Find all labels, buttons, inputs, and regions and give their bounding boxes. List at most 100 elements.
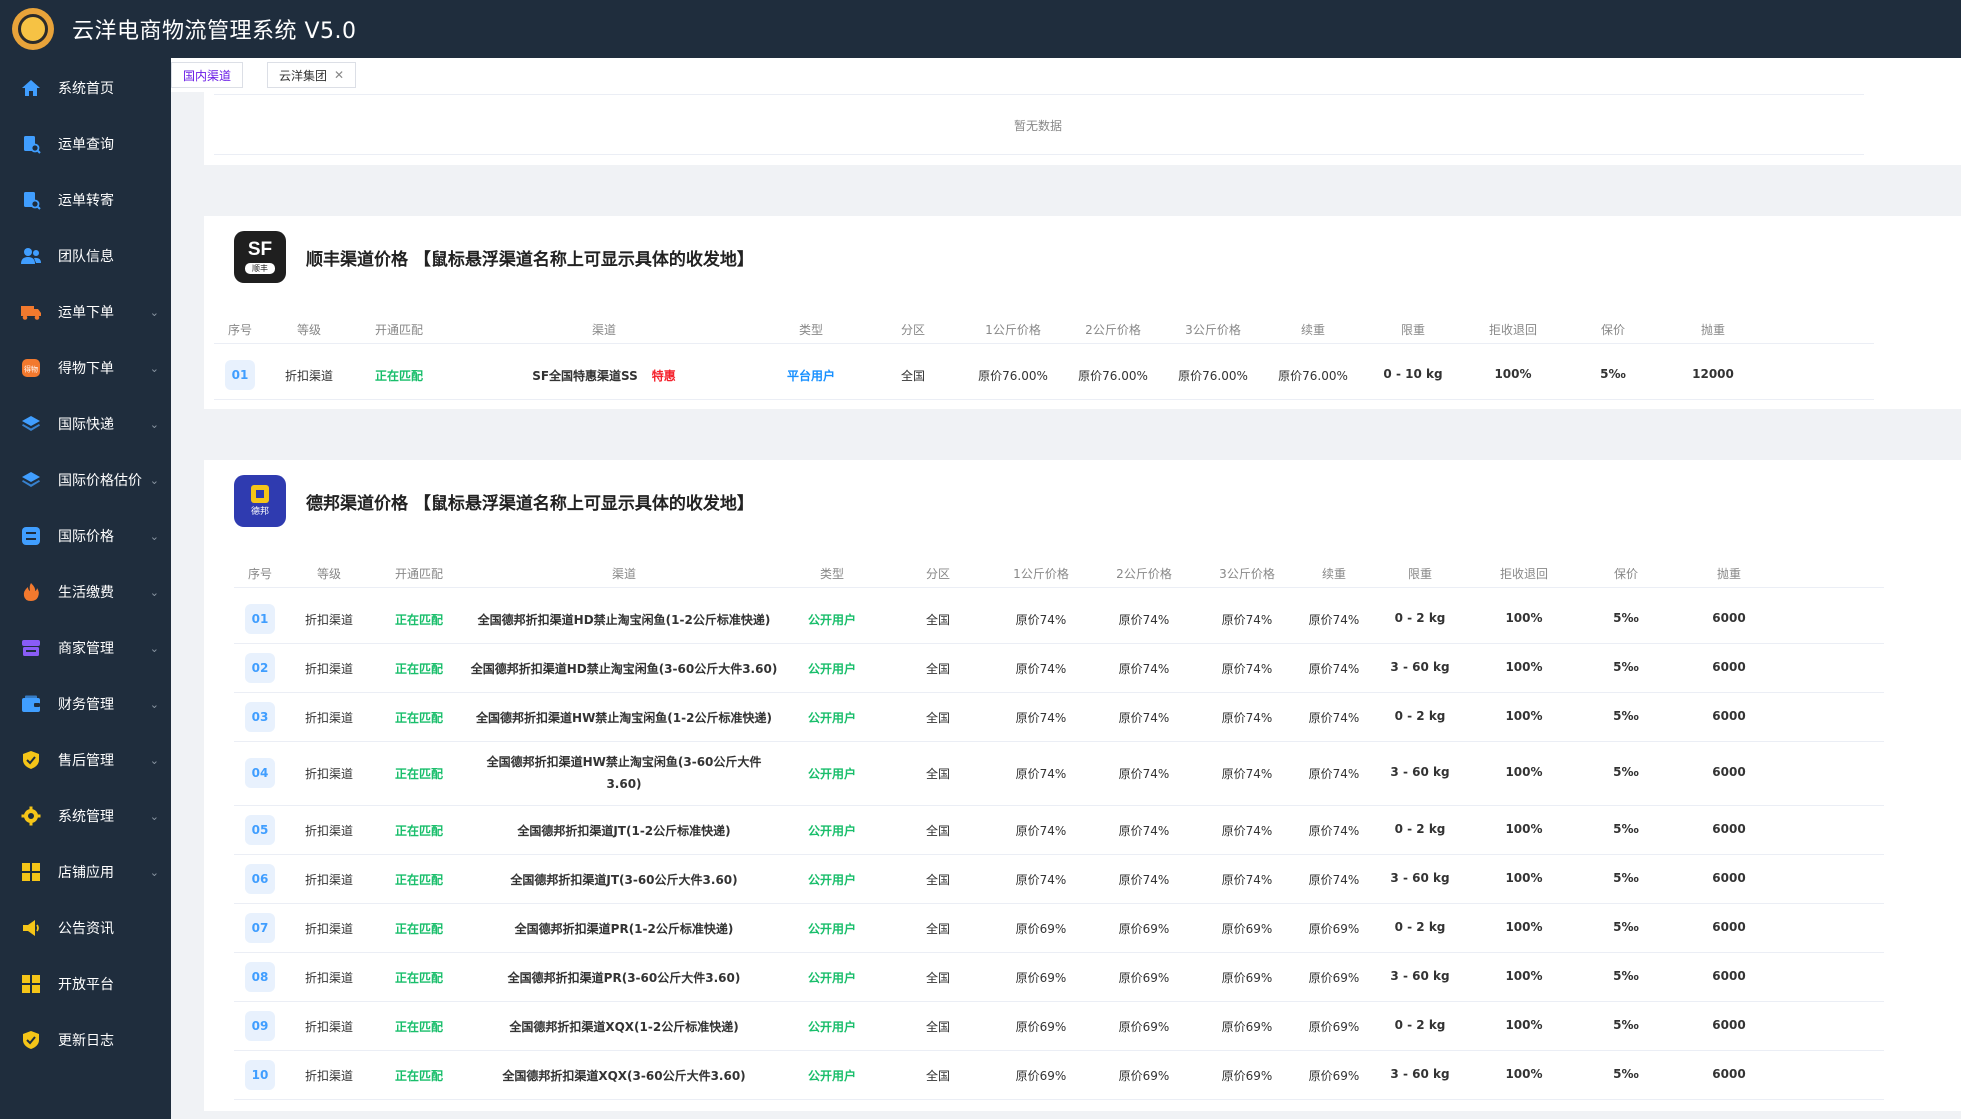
- table-cell: 原价74%: [1308, 613, 1360, 627]
- sidebar-item[interactable]: 国际价格估价 ⌄: [0, 452, 171, 508]
- column-header: 分区: [925, 567, 951, 581]
- tab-yunyang-group[interactable]: 云洋集团 ✕: [267, 62, 357, 88]
- sidebar-item-label: 团队信息: [58, 249, 114, 265]
- table-cell: 100%: [1494, 367, 1532, 381]
- table-cell: 折扣渠道: [304, 1068, 354, 1083]
- channel-name-link[interactable]: SF全国特惠渠道SS 特惠: [532, 367, 676, 384]
- column-header: 拒收退回: [1499, 567, 1549, 581]
- channel-name-link[interactable]: 全国德邦折扣渠道JT(1-2公斤标准快递): [517, 823, 731, 838]
- table-cell: 0 - 2 kg: [1394, 919, 1446, 934]
- table-cell: 公开用户: [807, 872, 857, 887]
- table-cell: 全国: [925, 613, 951, 627]
- sidebar-item[interactable]: 公告资讯: [0, 900, 171, 956]
- chevron-down-icon: ⌄: [149, 417, 159, 431]
- table-cell: 公开用户: [807, 970, 857, 985]
- table-cell: 全国: [925, 661, 951, 676]
- column-header: 序号: [247, 567, 273, 581]
- column-header: 类型: [819, 567, 845, 581]
- divider: [214, 94, 1864, 95]
- column-header: 拒收退回: [1488, 323, 1538, 337]
- sidebar-item[interactable]: 商家管理 ⌄: [0, 620, 171, 676]
- table-cell: 公开用户: [807, 921, 857, 936]
- channel-name-link[interactable]: 全国德邦折扣渠道HD禁止淘宝闲鱼(3-60公斤大件3.60): [470, 661, 778, 676]
- table-cell: 折扣渠道: [304, 872, 354, 887]
- chevron-down-icon: ⌄: [149, 529, 159, 543]
- channel-name-link[interactable]: 全国德邦折扣渠道PR(1-2公斤标准快递): [514, 921, 734, 936]
- channel-name-link[interactable]: 全国德邦折扣渠道HW禁止淘宝闲鱼(1-2公斤标准快递): [476, 710, 772, 725]
- app-logo[interactable]: [12, 8, 54, 50]
- channel-name-link[interactable]: 全国德邦折扣渠道XQX(3-60公斤大件3.60): [502, 1068, 746, 1083]
- table-cell: 0 - 10 kg: [1383, 367, 1443, 381]
- channel-name-link[interactable]: 全国德邦折扣渠道HD禁止淘宝闲鱼(1-2公斤标准快递): [477, 613, 771, 627]
- channel-name-link[interactable]: 全国德邦折扣渠道HW禁止淘宝闲鱼(3-60公斤大件3.60): [486, 755, 762, 791]
- table-cell: 原价74%: [1118, 710, 1170, 725]
- table-cell: 正在匹配: [394, 767, 444, 781]
- sidebar: 系统首页运单查询 运单转寄团队信息运单下单 ⌄ 得物 得物下单 ⌄ 国际快递 ⌄ 国际价格估价 ⌄…: [0, 58, 171, 1119]
- sidebar-item[interactable]: 店铺应用 ⌄: [0, 844, 171, 900]
- table-cell: 原价69%: [1221, 1068, 1273, 1083]
- sidebar-item[interactable]: 得物 得物下单 ⌄: [0, 340, 171, 396]
- sidebar-item[interactable]: 运单查询: [0, 116, 171, 172]
- table-cell: 5‰: [1600, 367, 1626, 381]
- sidebar-item[interactable]: 售后管理 ⌄: [0, 732, 171, 788]
- column-header: 抛重: [1716, 567, 1742, 581]
- sidebar-item[interactable]: 开放平台: [0, 956, 171, 1012]
- table-cell: 5‰: [1613, 821, 1639, 836]
- table-row-divider: [234, 805, 1884, 806]
- sidebar-item[interactable]: 系统首页: [0, 60, 171, 116]
- table-cell: 全国: [900, 369, 926, 383]
- table-cell: 6000: [1712, 765, 1746, 779]
- table-cell: 5‰: [1613, 765, 1639, 779]
- table-cell: 原价74%: [1015, 767, 1067, 781]
- table-cell: 100%: [1505, 919, 1543, 934]
- sidebar-item[interactable]: 系统管理 ⌄: [0, 788, 171, 844]
- sidebar-item[interactable]: 团队信息: [0, 228, 171, 284]
- table-cell: 原价74%: [1015, 661, 1067, 676]
- sidebar-item[interactable]: 运单转寄: [0, 172, 171, 228]
- table-cell: 原价69%: [1308, 921, 1360, 936]
- table-row-divider: [234, 741, 1884, 742]
- table-row-divider: [234, 854, 1884, 855]
- tab-domestic-channel[interactable]: 国内渠道: [171, 62, 244, 88]
- dewu-icon: 得物: [20, 357, 42, 379]
- sidebar-item[interactable]: 生活缴费 ⌄: [0, 564, 171, 620]
- table-cell: 正在匹配: [374, 369, 424, 383]
- column-header: 开通匹配: [374, 323, 424, 337]
- sidebar-item-label: 国际价格估价: [58, 473, 142, 489]
- sidebar-item-label: 国际价格: [58, 529, 114, 545]
- table-cell: 原价76.00%: [1178, 369, 1248, 383]
- sidebar-item[interactable]: 运单下单 ⌄: [0, 284, 171, 340]
- table-cell: 100%: [1505, 708, 1543, 723]
- sidebar-item[interactable]: 更新日志: [0, 1012, 171, 1068]
- sidebar-item[interactable]: 国际快递 ⌄: [0, 396, 171, 452]
- sidebar-item-label: 系统管理: [58, 809, 114, 825]
- chevron-down-icon: ⌄: [149, 473, 159, 487]
- sidebar-item[interactable]: 国际价格 ⌄: [0, 508, 171, 564]
- gear-icon: [20, 805, 42, 827]
- channel-name-link[interactable]: 全国德邦折扣渠道XQX(1-2公斤标准快递): [509, 1019, 739, 1034]
- discount-tag: 特惠: [651, 369, 676, 383]
- sf-panel-title: 顺丰渠道价格 【鼠标悬浮渠道名称上可显示具体的收发地】: [306, 249, 754, 270]
- sidebar-item[interactable]: 财务管理 ⌄: [0, 676, 171, 732]
- column-header: 限重: [1400, 323, 1426, 337]
- table-cell: 原价76.00%: [1078, 369, 1148, 383]
- table-cell: 正在匹配: [394, 710, 444, 725]
- close-icon[interactable]: ✕: [334, 68, 345, 82]
- channel-name-link[interactable]: 全国德邦折扣渠道PR(3-60公斤大件3.60): [507, 970, 741, 985]
- table-cell: 原价74%: [1015, 613, 1067, 627]
- table-row-divider: [234, 1099, 1884, 1100]
- channel-name-link[interactable]: 全国德邦折扣渠道JT(3-60公斤大件3.60): [510, 872, 738, 887]
- grid-icon: [20, 861, 42, 883]
- table-cell: 折扣渠道: [304, 661, 354, 676]
- table-cell: 5‰: [1613, 659, 1639, 674]
- table-cell: 原价69%: [1118, 921, 1170, 936]
- list-icon: [20, 525, 42, 547]
- column-header: 限重: [1407, 567, 1433, 581]
- table-cell: 原价74%: [1308, 823, 1360, 838]
- shield-icon: [20, 1029, 42, 1051]
- table-cell: 100%: [1505, 659, 1543, 674]
- sidebar-item-label: 系统首页: [58, 81, 114, 97]
- table-cell: 原价74%: [1221, 613, 1273, 627]
- team-icon: [20, 245, 42, 267]
- row-index-badge: 09: [245, 1010, 275, 1041]
